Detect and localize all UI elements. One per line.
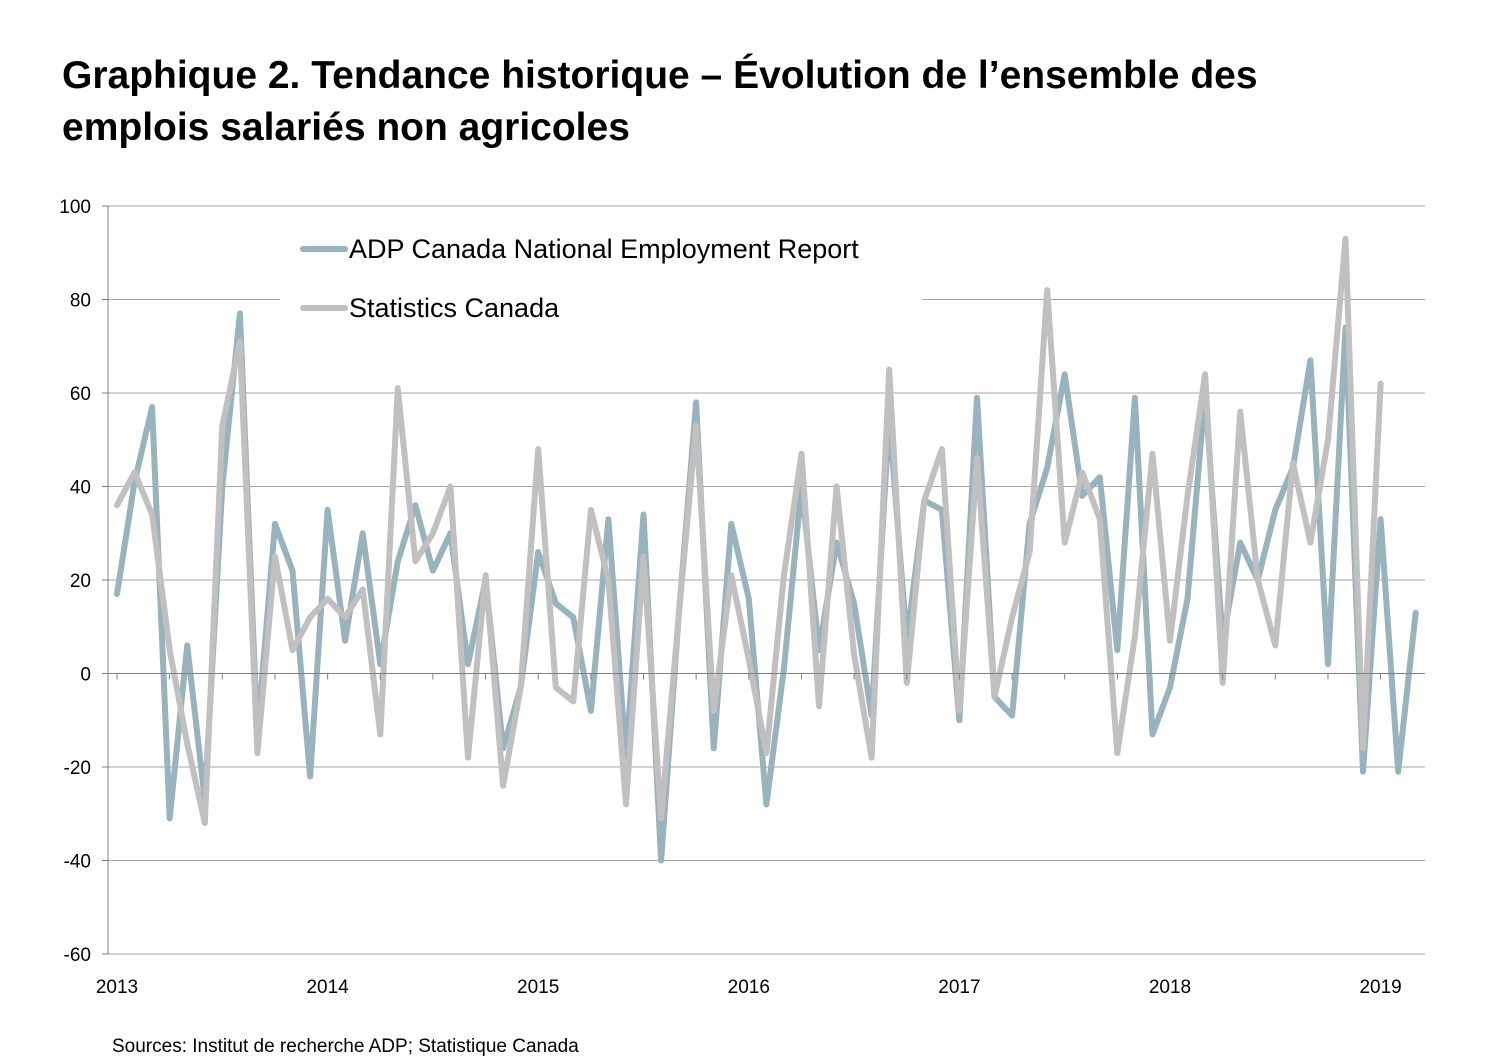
line-chart: ADP Canada National Employment Report Sta…: [59, 197, 1425, 998]
chart-title: Graphique 2. Tendance historique – Évolu…: [62, 50, 1462, 154]
source-note: Sources: Institut de recherche ADP; Stat…: [112, 1036, 579, 1057]
legend-label: Statistics Canada: [349, 293, 560, 323]
chart-title-line-1: Graphique 2. Tendance historique – Évolu…: [62, 54, 1258, 97]
x-tick-label: 2015: [517, 977, 559, 998]
y-tick-label: -60: [64, 945, 91, 966]
x-tick-label: 2017: [938, 977, 980, 998]
chart-title-line-2: emplois salariés non agricoles: [62, 106, 630, 149]
legend: ADP Canada National Employment Report Sta…: [280, 228, 922, 340]
x-tick-label: 2013: [96, 977, 138, 998]
axes: -60 -40 -20 0 20 40 60 80 100 2013 2014 2015 2016 201…: [59, 197, 1425, 998]
y-tick-label: -40: [64, 852, 91, 873]
y-tick-label: 60: [70, 384, 91, 405]
x-tick-label: 2018: [1149, 977, 1191, 998]
y-tick-label: 40: [70, 478, 91, 499]
x-tick-label: 2019: [1359, 977, 1401, 998]
series-lines: [114, 235, 1419, 864]
x-tick-label: 2014: [306, 977, 349, 998]
series-line-statistics-canada: [114, 235, 1384, 827]
x-tick-label: 2016: [728, 977, 770, 998]
legend-background: [280, 228, 922, 340]
legend-label: ADP Canada National Employment Report: [349, 234, 859, 264]
y-tick-label: -20: [64, 758, 91, 779]
y-tick-label: 0: [80, 665, 91, 686]
y-tick-label: 100: [59, 197, 91, 218]
y-tick-label: 20: [70, 571, 91, 592]
y-tick-label: 80: [70, 291, 91, 312]
series-line-adp: [114, 310, 1419, 864]
